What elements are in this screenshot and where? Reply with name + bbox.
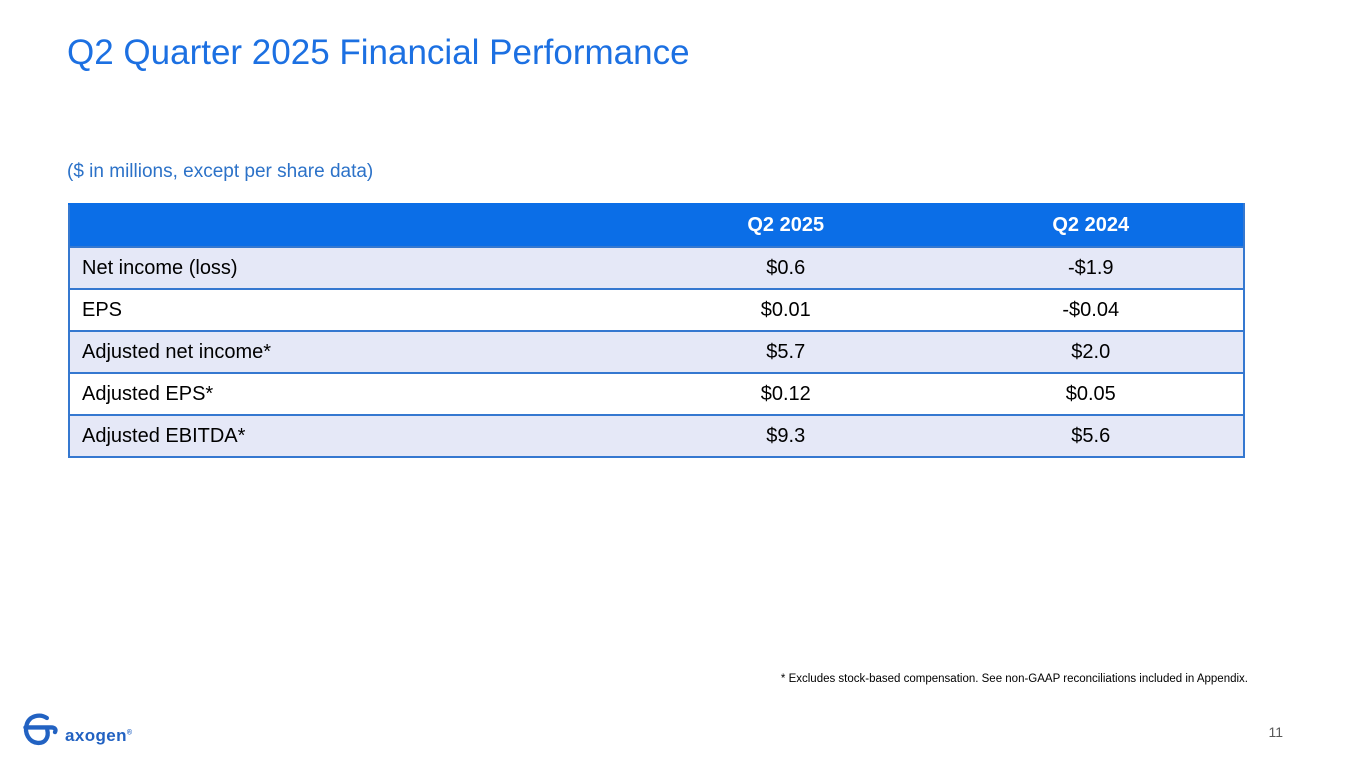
column-header-q2-2025: Q2 2025 — [633, 203, 939, 248]
table-row: Adjusted EBITDA* $9.3 $5.6 — [68, 414, 1245, 458]
financial-results-table: Q2 2025 Q2 2024 Net income (loss) $0.6 -… — [68, 203, 1245, 458]
slide-page-number: 11 — [1268, 724, 1283, 740]
units-note: ($ in millions, except per share data) — [67, 161, 374, 182]
table-row: Adjusted EPS* $0.12 $0.05 — [68, 372, 1245, 416]
value-q2-2025: $0.01 — [633, 288, 939, 332]
axogen-logo-icon — [22, 712, 58, 753]
page-title: Q2 Quarter 2025 Financial Performance — [67, 33, 690, 72]
row-label: Adjusted net income* — [68, 330, 633, 374]
column-header-q2-2024: Q2 2024 — [938, 203, 1245, 248]
table-header-row: Q2 2025 Q2 2024 — [68, 203, 1245, 248]
table-row: Net income (loss) $0.6 -$1.9 — [68, 246, 1245, 290]
column-header-metric — [68, 203, 633, 248]
non-gaap-footnote: * Excludes stock-based compensation. See… — [780, 673, 1248, 685]
table-row: Adjusted net income* $5.7 $2.0 — [68, 330, 1245, 374]
value-q2-2025: $0.6 — [633, 246, 939, 290]
value-q2-2024: $0.05 — [938, 372, 1245, 416]
value-q2-2025: $5.7 — [633, 330, 939, 374]
axogen-wordmark: axogen® — [65, 726, 133, 745]
table-row: EPS $0.01 -$0.04 — [68, 288, 1245, 332]
value-q2-2024: $5.6 — [938, 414, 1245, 458]
registered-mark: ® — [126, 729, 133, 737]
row-label: Adjusted EPS* — [68, 372, 633, 416]
value-q2-2024: -$1.9 — [938, 246, 1245, 290]
axogen-logo: axogen® — [22, 712, 132, 753]
row-label: Net income (loss) — [68, 246, 633, 290]
value-q2-2025: $0.12 — [633, 372, 939, 416]
value-q2-2024: -$0.04 — [938, 288, 1245, 332]
row-label: EPS — [68, 288, 633, 332]
value-q2-2024: $2.0 — [938, 330, 1245, 374]
row-label: Adjusted EBITDA* — [68, 414, 633, 458]
value-q2-2025: $9.3 — [633, 414, 939, 458]
